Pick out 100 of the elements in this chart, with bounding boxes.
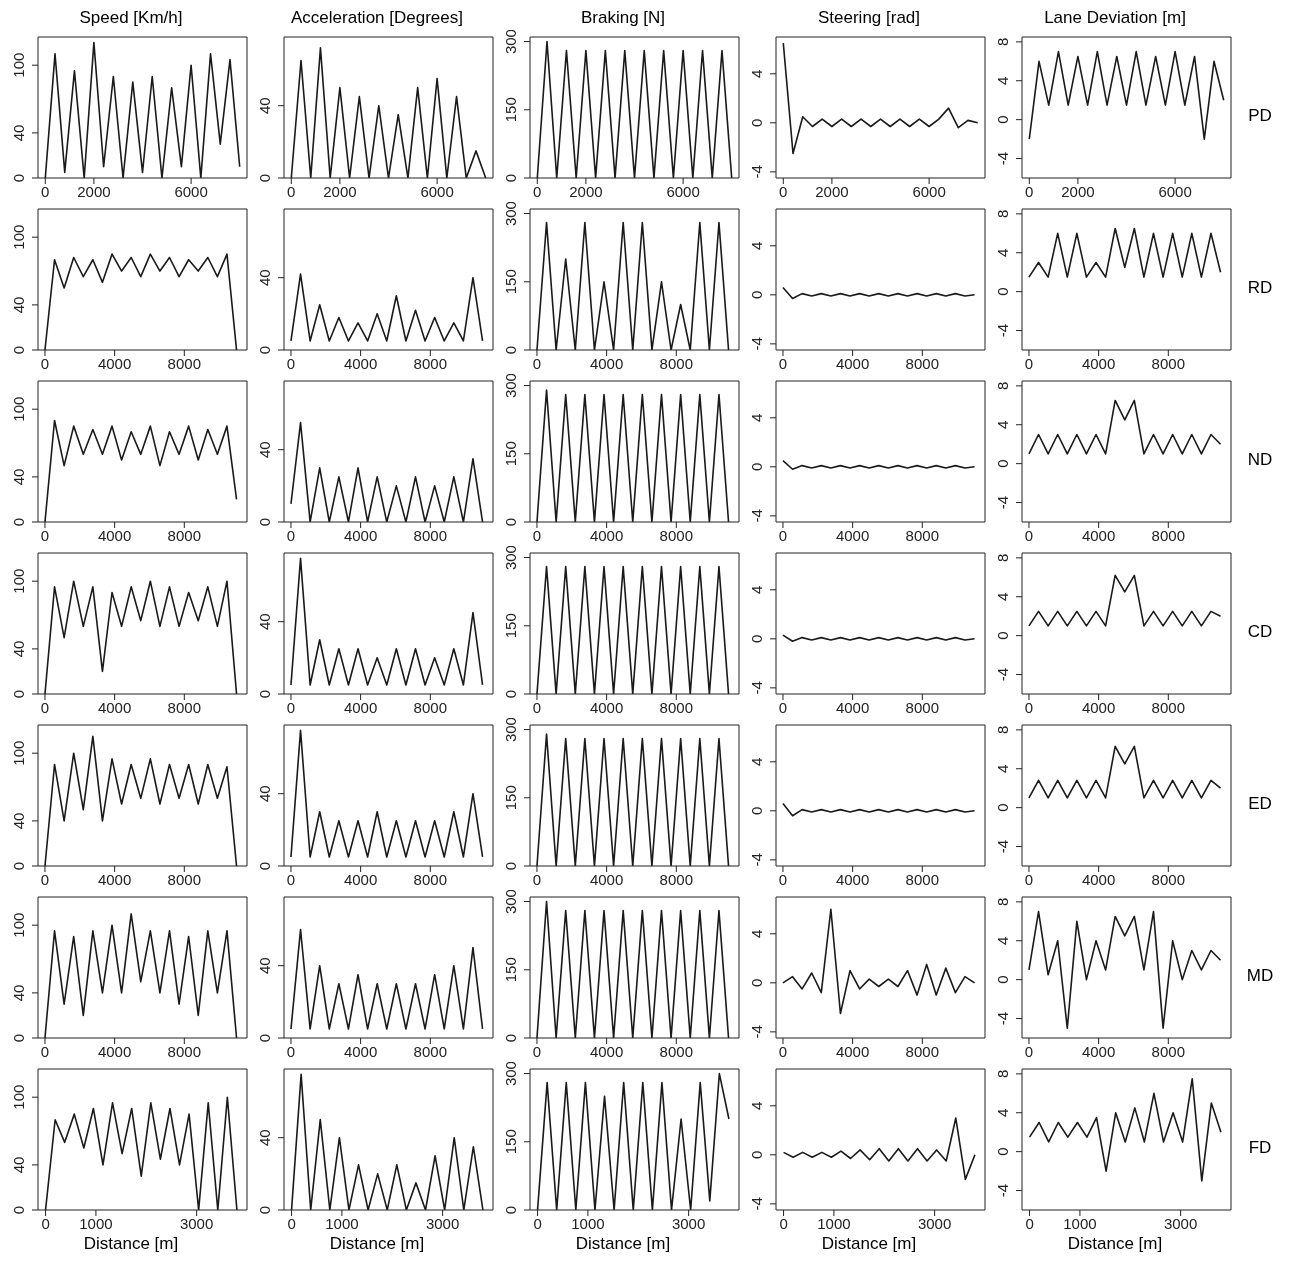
y-tick-label: 0 — [748, 1150, 765, 1159]
x-tick-label: 0 — [1025, 182, 1034, 200]
line-series — [782, 286, 976, 300]
x-tick-label: 4000 — [1081, 870, 1116, 888]
y-tick-label: 40 — [256, 785, 273, 803]
x-tick-label: 0 — [779, 182, 788, 200]
x-axis-title: Distance [m] — [1067, 1234, 1163, 1255]
x-tick-label: 2000 — [569, 182, 603, 200]
line-series — [1028, 227, 1222, 278]
y-tick-label: 0 — [502, 517, 519, 527]
line-series — [782, 42, 979, 155]
x-tick-label: 8000 — [905, 698, 939, 716]
y-tick-label: 8 — [994, 1069, 1011, 1079]
y2-axis-title: CD — [1246, 621, 1274, 643]
x-tick-label: 0 — [1024, 354, 1034, 372]
y-tick-label: 100 — [10, 1084, 27, 1110]
y-tick-label: 4 — [748, 69, 765, 78]
y2-axis-title: ND — [1246, 449, 1274, 471]
y-tick-label: 0 — [748, 462, 765, 471]
x-tick-label: 4000 — [835, 870, 870, 888]
x-tick-label: 4000 — [343, 1042, 378, 1060]
y-tick-label: 8 — [994, 897, 1011, 907]
y-tick-label: 40 — [256, 957, 273, 975]
x-tick-label: 1000 — [1063, 1214, 1097, 1232]
x-tick-label: 8000 — [905, 1042, 939, 1060]
x-tick-label: 4000 — [1081, 354, 1116, 372]
line-series — [290, 928, 484, 1030]
x-tick-label: 4000 — [97, 698, 132, 716]
x-tick-label: 0 — [532, 870, 542, 888]
y-tick-label: 0 — [10, 689, 27, 699]
y-tick-label: 150 — [502, 1129, 519, 1155]
x-tick-label: 8000 — [167, 870, 201, 888]
x-tick-label: 0 — [532, 526, 542, 544]
x-tick-label: 0 — [532, 698, 542, 716]
y2-axis-title: MD — [1245, 965, 1275, 987]
y-tick-label: 0 — [994, 975, 1011, 984]
chart-title: Steering [rad] — [817, 8, 921, 29]
y-tick-label: 0 — [748, 118, 765, 127]
y-tick-label: 0 — [256, 173, 273, 183]
line-series — [782, 634, 976, 643]
x-tick-label: 8000 — [413, 354, 447, 372]
y-tick-label: 40 — [10, 984, 27, 1002]
x-tick-label: 0 — [287, 1214, 296, 1232]
x-tick-label: 4000 — [589, 698, 624, 716]
y-tick-label: 40 — [10, 468, 27, 486]
x-tick-label: 6000 — [174, 182, 208, 200]
line-series — [782, 908, 976, 1015]
y-tick-label: 0 — [994, 459, 1011, 468]
x-tick-label: 1000 — [817, 1214, 851, 1232]
y-tick-label: 100 — [10, 52, 27, 78]
x-tick-label: 1000 — [325, 1214, 359, 1232]
x-tick-label: 0 — [287, 182, 296, 200]
y-tick-label: 300 — [502, 545, 519, 571]
y-tick-label: 4 — [748, 413, 765, 422]
y-tick-label: 100 — [10, 568, 27, 594]
x-tick-label: 0 — [286, 698, 296, 716]
y-tick-label: 4 — [994, 76, 1011, 85]
x-tick-label: 4000 — [835, 526, 870, 544]
x-tick-label: 4000 — [97, 354, 132, 372]
y-tick-label: -4 — [748, 337, 765, 351]
y-tick-label: 0 — [256, 517, 273, 527]
y-tick-label: 0 — [502, 345, 519, 355]
y-tick-label: -4 — [994, 495, 1011, 510]
x-tick-label: 3000 — [1163, 1214, 1198, 1232]
x-tick-label: 4000 — [343, 870, 378, 888]
x-tick-label: 0 — [40, 526, 50, 544]
y-tick-label: 8 — [994, 725, 1011, 735]
x-tick-label: 8000 — [659, 870, 693, 888]
x-tick-label: 0 — [1025, 1214, 1034, 1232]
x-tick-label: 4000 — [97, 870, 132, 888]
x-tick-label: 3000 — [425, 1214, 460, 1232]
y-tick-label: 150 — [502, 441, 519, 467]
x-tick-label: 8000 — [167, 1042, 201, 1060]
y-tick-label: 150 — [502, 957, 519, 983]
x-tick-label: 4000 — [1081, 698, 1116, 716]
y-tick-label: 0 — [256, 1205, 273, 1215]
y-tick-label: 4 — [994, 936, 1011, 945]
x-tick-label: 8000 — [905, 870, 939, 888]
y-tick-label: 40 — [10, 124, 27, 142]
y-tick-label: -4 — [748, 1197, 765, 1211]
x-tick-label: 4000 — [343, 698, 378, 716]
y-tick-label: 4 — [748, 1101, 765, 1110]
x-tick-label: 8000 — [905, 526, 939, 544]
y-tick-label: 150 — [502, 613, 519, 639]
y-tick-label: 300 — [502, 201, 519, 227]
y-tick-label: -4 — [748, 681, 765, 695]
x-tick-label: 0 — [1024, 698, 1034, 716]
x-tick-label: 4000 — [589, 870, 624, 888]
y-tick-label: -4 — [994, 1011, 1011, 1026]
y-tick-label: -4 — [994, 667, 1011, 682]
y-tick-label: 100 — [10, 224, 27, 250]
x-tick-label: 0 — [532, 354, 542, 372]
x-tick-label: 4000 — [1081, 526, 1116, 544]
x-tick-label: 4000 — [343, 526, 378, 544]
y-tick-label: 4 — [748, 929, 765, 938]
x-tick-label: 8000 — [167, 698, 201, 716]
line-series — [782, 802, 976, 817]
y-tick-label: 0 — [256, 689, 273, 699]
y2-axis-title: RD — [1246, 277, 1274, 299]
x-tick-label: 0 — [286, 354, 296, 372]
